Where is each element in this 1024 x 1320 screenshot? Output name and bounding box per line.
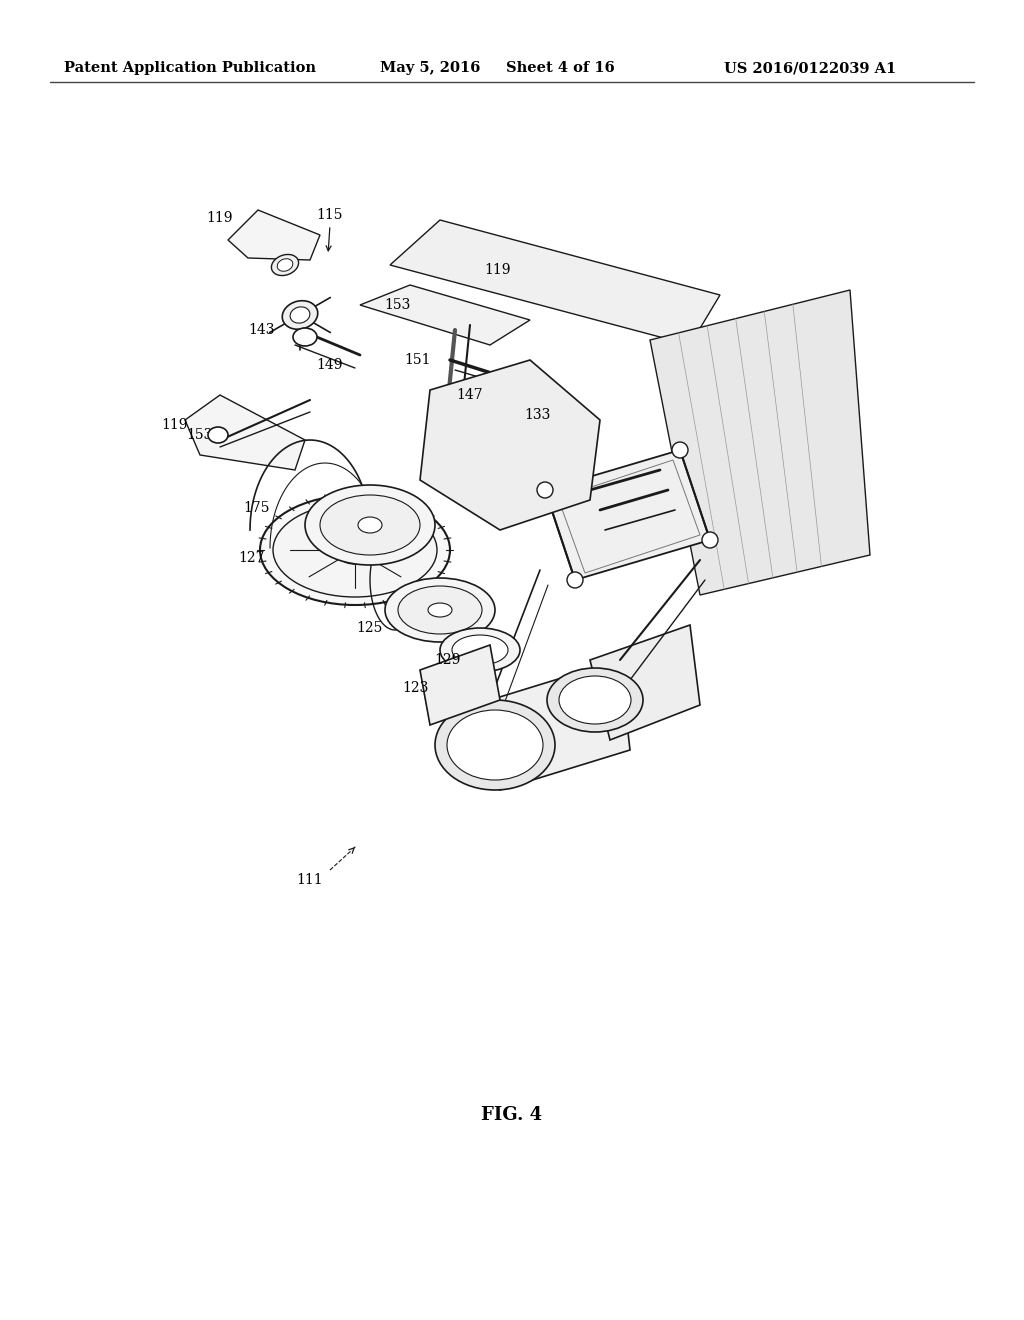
Ellipse shape [567,572,583,587]
Polygon shape [590,624,700,741]
Ellipse shape [559,676,631,723]
Polygon shape [185,395,305,470]
Text: 149: 149 [316,358,343,372]
Text: May 5, 2016: May 5, 2016 [380,61,480,75]
Ellipse shape [283,301,317,329]
Text: 119: 119 [162,418,188,432]
Ellipse shape [547,668,643,733]
Text: 115: 115 [316,209,343,222]
Text: 153: 153 [186,428,213,442]
Text: 175: 175 [244,502,270,515]
Ellipse shape [398,586,482,634]
Ellipse shape [290,306,310,323]
Ellipse shape [447,710,543,780]
Ellipse shape [278,259,293,272]
Polygon shape [545,450,710,579]
Text: 147: 147 [457,388,483,403]
Text: 127: 127 [239,550,265,565]
Ellipse shape [537,482,553,498]
Ellipse shape [273,503,437,597]
Text: Sheet 4 of 16: Sheet 4 of 16 [506,61,614,75]
Polygon shape [420,360,600,531]
Ellipse shape [672,442,688,458]
Polygon shape [360,285,530,345]
Text: 119: 119 [484,263,511,277]
Polygon shape [490,660,630,789]
Ellipse shape [208,426,228,444]
Ellipse shape [358,517,382,533]
Text: 143: 143 [249,323,275,337]
Text: 151: 151 [404,352,431,367]
Ellipse shape [702,532,718,548]
Ellipse shape [428,603,452,616]
Ellipse shape [271,255,299,276]
Text: 133: 133 [525,408,551,422]
Ellipse shape [260,495,450,605]
Ellipse shape [293,327,317,346]
Text: 125: 125 [356,620,383,635]
Text: FIG. 4: FIG. 4 [481,1106,543,1125]
Polygon shape [228,210,319,260]
Ellipse shape [335,536,375,564]
Ellipse shape [319,495,420,554]
Text: US 2016/0122039 A1: US 2016/0122039 A1 [724,61,896,75]
Text: Patent Application Publication: Patent Application Publication [63,61,316,75]
Polygon shape [420,645,500,725]
Text: 111: 111 [297,873,324,887]
Text: 153: 153 [385,298,412,312]
Ellipse shape [452,635,508,665]
Ellipse shape [440,628,520,672]
Text: 129: 129 [435,653,461,667]
Polygon shape [650,290,870,595]
Ellipse shape [305,484,435,565]
Text: 119: 119 [207,211,233,224]
Text: 123: 123 [401,681,428,696]
Ellipse shape [385,578,495,642]
Polygon shape [390,220,720,345]
Ellipse shape [435,700,555,789]
